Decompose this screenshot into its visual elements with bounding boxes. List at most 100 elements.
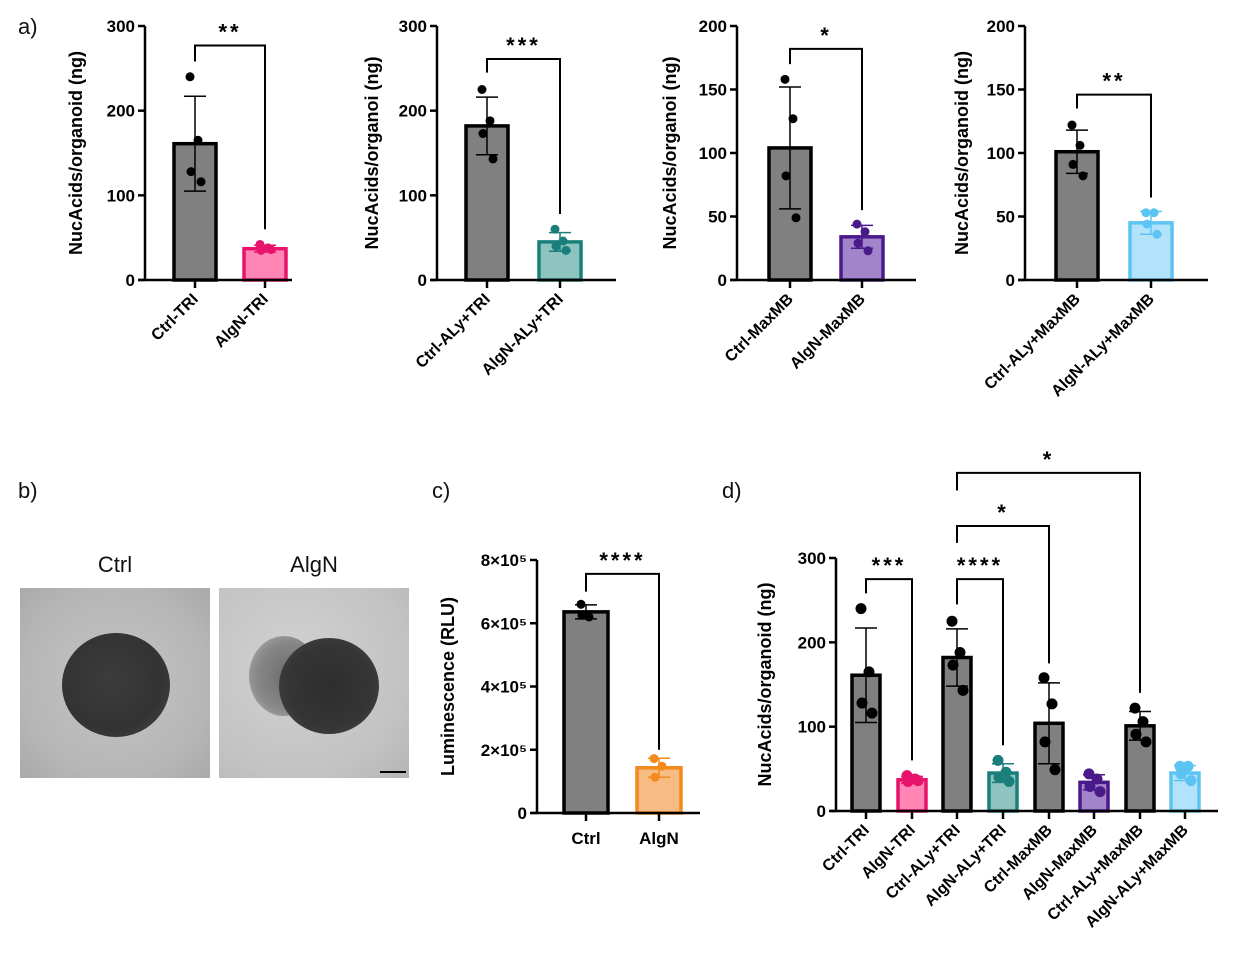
data-point xyxy=(488,154,498,164)
data-point xyxy=(256,245,266,255)
y-tick-label: 0 xyxy=(817,802,826,821)
y-tick-label: 50 xyxy=(996,208,1015,227)
y-tick-label: 150 xyxy=(699,81,727,100)
scale-bar xyxy=(380,771,406,773)
significance-bracket xyxy=(486,58,561,214)
y-tick-label: 150 xyxy=(987,81,1015,100)
data-point xyxy=(947,659,959,671)
chart-3: 050100150200Ctrl-ALy+MaxMBAlgN-ALy+MaxMB… xyxy=(952,17,1208,400)
data-point xyxy=(477,85,487,94)
significance-label: **** xyxy=(599,548,645,573)
x-tick-label: AlgN-MaxMB xyxy=(787,291,869,373)
data-point xyxy=(866,707,878,719)
data-point xyxy=(185,72,195,82)
significance-bracket xyxy=(956,524,1050,664)
chart-5: 0100200300Ctrl-TRIAlgN-TRICtrl-ALy+TRIAl… xyxy=(755,447,1218,931)
data-point xyxy=(1067,120,1077,130)
y-tick-label: 50 xyxy=(708,208,727,227)
y-tick-label: 2×10⁵ xyxy=(481,741,527,760)
significance-label: **** xyxy=(957,553,1003,578)
significance-bracket xyxy=(1076,93,1152,198)
y-axis-label: NucAcids/organoi (ng) xyxy=(660,56,680,249)
data-point xyxy=(1149,208,1159,218)
data-point xyxy=(561,245,571,255)
y-tick-label: 0 xyxy=(418,271,427,290)
bar xyxy=(562,610,610,815)
data-point xyxy=(649,754,659,764)
data-point xyxy=(1130,728,1142,740)
y-axis-label: NucAcids/organoid (ng) xyxy=(66,51,86,255)
data-point xyxy=(1129,702,1141,714)
data-point xyxy=(1075,140,1085,150)
y-tick-label: 200 xyxy=(987,17,1015,36)
data-point xyxy=(485,116,495,126)
x-tick-label: Ctrl-ALy+TRI xyxy=(413,291,494,372)
panel-label-b: b) xyxy=(18,478,38,503)
y-tick-label: 200 xyxy=(399,102,427,121)
data-point xyxy=(1038,672,1050,684)
data-point xyxy=(478,129,488,139)
data-point xyxy=(855,603,867,615)
data-point xyxy=(657,761,667,771)
y-tick-label: 200 xyxy=(798,633,826,652)
significance-bracket xyxy=(865,578,913,761)
bar xyxy=(242,246,288,282)
chart-0: 0 100 200 300 Ctrl-TRI AlgN-TRI NucAcids/organ… xyxy=(66,17,292,351)
significance-label: ** xyxy=(218,19,241,44)
ctrl-organoid xyxy=(62,633,170,737)
y-tick-label: 4×10⁵ xyxy=(481,678,527,697)
significance-bracket xyxy=(956,471,1141,693)
significance-bracket xyxy=(789,47,863,211)
data-point xyxy=(650,772,660,782)
x-tick-label: Ctrl-MaxMB xyxy=(722,291,797,366)
data-point xyxy=(1003,775,1015,787)
panel-label-c: c) xyxy=(432,478,451,503)
x-tick-label: Ctrl xyxy=(571,829,600,848)
data-point xyxy=(853,238,863,248)
data-point xyxy=(550,224,560,234)
data-point xyxy=(912,775,924,787)
y-tick-label: 100 xyxy=(798,718,826,737)
data-point xyxy=(551,241,561,251)
ctrl-image-label: Ctrl xyxy=(97,552,133,577)
y-tick-label: 0 xyxy=(518,804,527,823)
data-point xyxy=(863,666,875,678)
data-point xyxy=(1068,159,1078,169)
x-tick-label: AlgN-ALy+TRI xyxy=(922,822,1010,910)
x-tick-label: AlgN-TRI xyxy=(211,291,271,351)
data-point xyxy=(1142,219,1152,229)
data-point xyxy=(1141,208,1151,218)
data-point xyxy=(1137,716,1149,728)
data-point xyxy=(863,246,873,256)
chart-4: 0 2×10⁵ 4×10⁵ 6×10⁵ 8×10⁵ Ctrl AlgN Luminescenc… xyxy=(438,548,700,848)
data-point xyxy=(196,177,206,187)
data-point xyxy=(1182,760,1194,772)
data-point xyxy=(954,646,966,658)
y-axis-label: NucAcids/organoid (ng) xyxy=(952,51,972,255)
data-point xyxy=(781,171,791,181)
y-tick-label: 200 xyxy=(699,17,727,36)
data-point xyxy=(992,754,1004,766)
y-tick-label: 0 xyxy=(126,271,135,290)
significance-label: *** xyxy=(506,33,541,58)
data-point xyxy=(780,74,790,84)
ctrl-organoid-image xyxy=(20,588,210,778)
panel-label-a: a) xyxy=(18,14,38,39)
significance-bracket xyxy=(585,572,660,750)
algn-organoid-image xyxy=(219,588,409,778)
y-tick-label: 100 xyxy=(699,144,727,163)
data-point xyxy=(993,771,1005,783)
panel-label-d: d) xyxy=(722,478,742,503)
x-tick-label: AlgN xyxy=(639,829,679,848)
y-tick-label: 100 xyxy=(107,186,135,205)
y-tick-label: 8×10⁵ xyxy=(481,551,527,570)
y-axis-label: NucAcids/organoi (ng) xyxy=(362,56,382,249)
y-tick-label: 100 xyxy=(987,144,1015,163)
data-point xyxy=(577,610,587,620)
data-point xyxy=(266,245,276,255)
data-point xyxy=(576,599,586,609)
data-point xyxy=(1175,768,1187,780)
y-tick-label: 300 xyxy=(107,17,135,36)
data-point xyxy=(1094,786,1106,798)
